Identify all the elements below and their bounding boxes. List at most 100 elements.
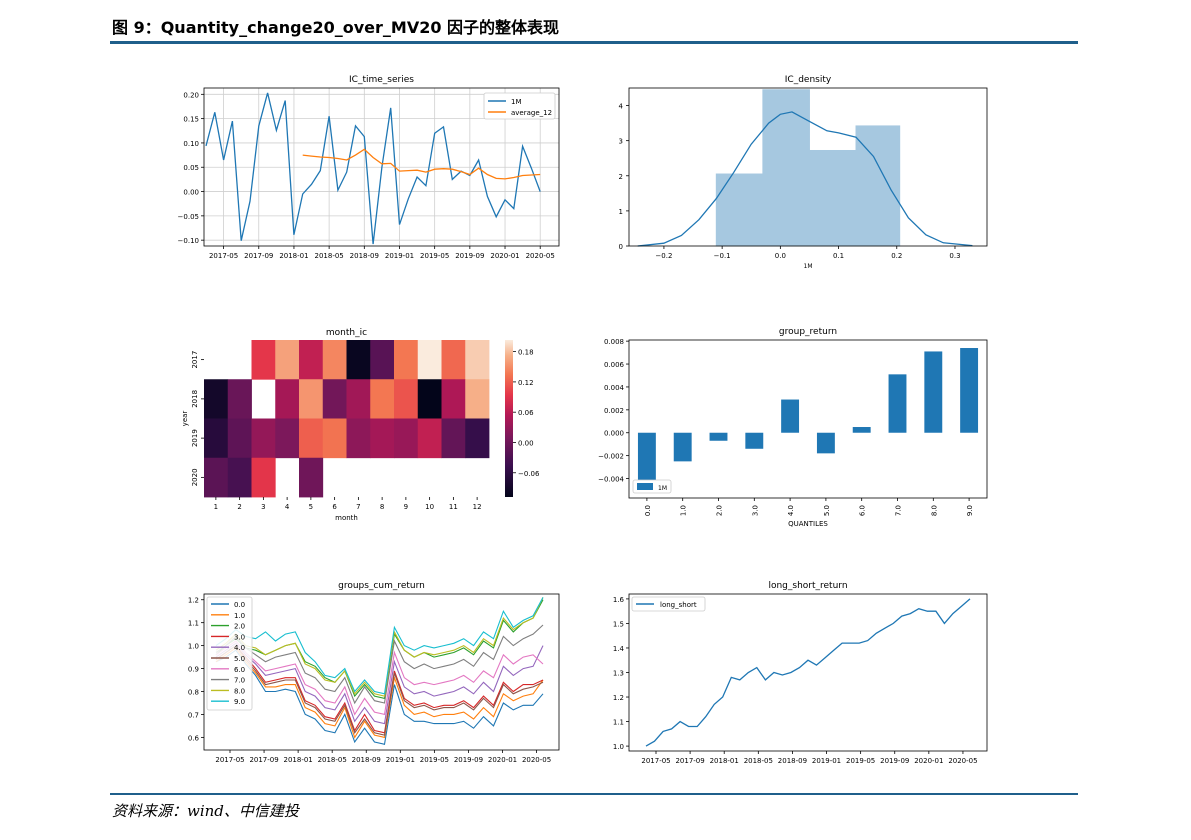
groups-cum-return-frame xyxy=(203,593,560,751)
series-line-9.0 xyxy=(215,597,544,695)
x-tick-label: 2019-01 xyxy=(385,252,414,260)
y-tick-label: 2018 xyxy=(191,390,199,408)
heatmap-cell xyxy=(251,340,276,380)
series-line-average_12 xyxy=(302,148,541,180)
ic-density-chart: IC_density 0 1 2 3 4 −0.2 −0.1 0.0 0.1 0.2 0.3 1M xyxy=(619,75,973,270)
y-tick-label: 0.000 xyxy=(604,430,624,438)
series-line-6.0 xyxy=(215,640,544,716)
legend-label: average_12 xyxy=(511,109,552,117)
legend-label: 1M xyxy=(511,98,522,106)
legend-label: 6.0 xyxy=(234,666,245,674)
heatmap-cell xyxy=(299,457,324,498)
ic-density-frame xyxy=(628,87,988,247)
heatmap-cell xyxy=(204,379,229,419)
y-tick-label: 2017 xyxy=(191,351,199,369)
colorbar-tick-label: 0.00 xyxy=(518,439,534,447)
legend-label: 5.0 xyxy=(234,655,245,663)
y-tick-label: 1.6 xyxy=(613,596,625,604)
x-tick-label: 11 xyxy=(449,503,458,511)
x-tick-label: 5 xyxy=(309,503,313,511)
x-tick-label: 12 xyxy=(473,503,482,511)
legend-label: 2.0 xyxy=(234,623,245,631)
x-tick-label: 2020-05 xyxy=(526,252,555,260)
x-tick-label: 2020-05 xyxy=(522,756,551,764)
x-tick-label: 2019-01 xyxy=(812,757,841,765)
x-tick-label: 5.0 xyxy=(823,505,831,516)
x-tick-label: 2018-05 xyxy=(315,252,344,260)
heatmap-cell xyxy=(204,457,229,498)
x-tick-label: 8 xyxy=(380,503,384,511)
x-tick-label: 6 xyxy=(332,503,337,511)
y-tick-label: 0.15 xyxy=(183,116,199,124)
x-tick-label: 8.0 xyxy=(930,505,938,516)
heatmap-cell xyxy=(227,379,252,419)
heatmap-cell xyxy=(441,379,466,419)
groups-cum-return-title: groups_cum_return xyxy=(338,581,425,591)
heatmap-cell xyxy=(417,418,442,459)
x-tick-label: 2019-05 xyxy=(420,252,449,260)
bar xyxy=(924,351,943,433)
legend-label: 8.0 xyxy=(234,687,245,695)
x-tick-label: 2018-05 xyxy=(744,757,773,765)
x-tick-label: 2018-01 xyxy=(284,756,313,764)
bar xyxy=(781,399,800,433)
heatmap-cell xyxy=(227,457,252,498)
heatmap-cell xyxy=(275,379,300,419)
x-tick-label: 2020-01 xyxy=(490,252,519,260)
kde-curve xyxy=(637,111,973,247)
x-tick-label: 2.0 xyxy=(716,505,724,516)
x-tick-label: 0.2 xyxy=(891,252,902,260)
x-tick-label: 2018-09 xyxy=(778,757,807,765)
figure-canvas: IC_time_series0.200.150.100.050.00−0.05−… xyxy=(178,75,988,765)
legend-label: 4.0 xyxy=(234,644,245,652)
x-tick-label: 2017-05 xyxy=(215,756,244,764)
heatmap-cell xyxy=(227,418,252,459)
x-tick-label: 0.0 xyxy=(644,505,652,516)
x-tick-label: 2018-09 xyxy=(352,756,381,764)
legend-label: 7.0 xyxy=(234,677,245,685)
long-short-return-title: long_short_return xyxy=(768,581,847,591)
heatmap-cell xyxy=(441,418,466,459)
series-line-4.0 xyxy=(215,642,544,725)
long-short-return-legend: long_short xyxy=(631,596,706,612)
x-tick-label: 2017-09 xyxy=(675,757,704,765)
x-tick-label: 9 xyxy=(404,503,408,511)
x-tick-label: 1.0 xyxy=(680,505,688,516)
y-tick-label: 0.05 xyxy=(183,164,199,172)
y-tick-label: −0.004 xyxy=(598,476,624,484)
source-note: 资料来源：wind、中信建投 xyxy=(112,802,299,820)
colorbar-tick-label: 0.12 xyxy=(518,379,534,387)
x-tick-label: 2020-05 xyxy=(948,757,977,765)
series-line-5.0 xyxy=(215,644,544,736)
x-tick-label: 2019-05 xyxy=(846,757,875,765)
legend-label: long_short xyxy=(660,601,697,609)
series-line-3.0 xyxy=(215,644,544,734)
x-tick-label: 1 xyxy=(214,503,218,511)
heatmap-cell xyxy=(465,340,490,380)
bar xyxy=(673,432,692,462)
y-tick-label: 0.6 xyxy=(188,734,200,742)
y-tick-label: −0.10 xyxy=(178,237,199,245)
month-ic-title: month_ic xyxy=(326,328,367,338)
y-axis-label: year xyxy=(181,411,189,427)
heatmap-cell xyxy=(322,340,347,380)
y-tick-label: −0.002 xyxy=(598,453,624,461)
histogram-bar xyxy=(715,173,764,247)
heatmap-cell xyxy=(346,340,371,380)
heatmap-cell xyxy=(299,379,324,419)
groups-cum-return-chart: groups_cum_return 2017-05 2017-09 2018-01 20… xyxy=(188,581,551,764)
heatmap-cell xyxy=(322,418,347,459)
bar xyxy=(637,432,656,481)
y-tick-label: 0.008 xyxy=(604,338,624,346)
legend-label: 9.0 xyxy=(234,698,245,706)
y-tick-label: 2019 xyxy=(191,429,199,447)
groups-cum-return-legend: 0.0 1.0 2.0 3.0 4.0 5.0 6.0 7.0 8.0 9.0 xyxy=(206,596,253,711)
y-tick-label: 1.2 xyxy=(188,597,199,605)
bar xyxy=(852,427,871,433)
colorbar-tick-label: 0.18 xyxy=(518,349,534,357)
y-tick-label: 1.4 xyxy=(613,645,625,653)
heatmap-cell xyxy=(299,418,324,459)
heatmap-cell xyxy=(370,418,395,459)
x-tick-label: 4.0 xyxy=(787,505,795,516)
bar xyxy=(709,432,728,441)
